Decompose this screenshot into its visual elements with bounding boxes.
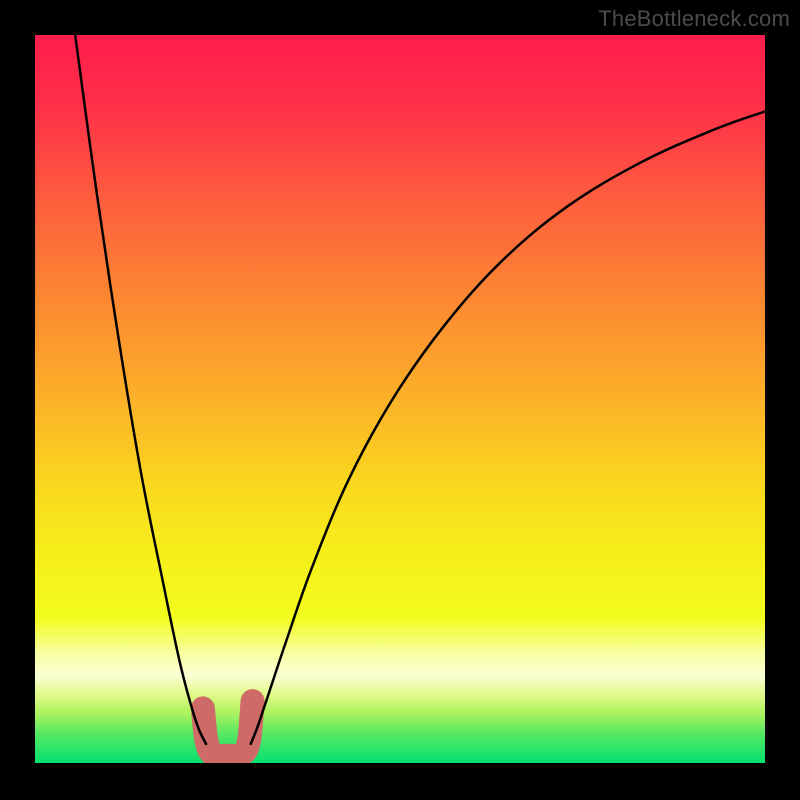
curves-layer bbox=[35, 35, 765, 763]
source-watermark: TheBottleneck.com bbox=[598, 6, 790, 32]
plot-area bbox=[35, 35, 765, 763]
curve-right-branch bbox=[250, 111, 765, 744]
valley-overlay bbox=[193, 691, 263, 756]
chart-container: TheBottleneck.com bbox=[0, 0, 800, 800]
curve-left-branch bbox=[75, 35, 206, 745]
